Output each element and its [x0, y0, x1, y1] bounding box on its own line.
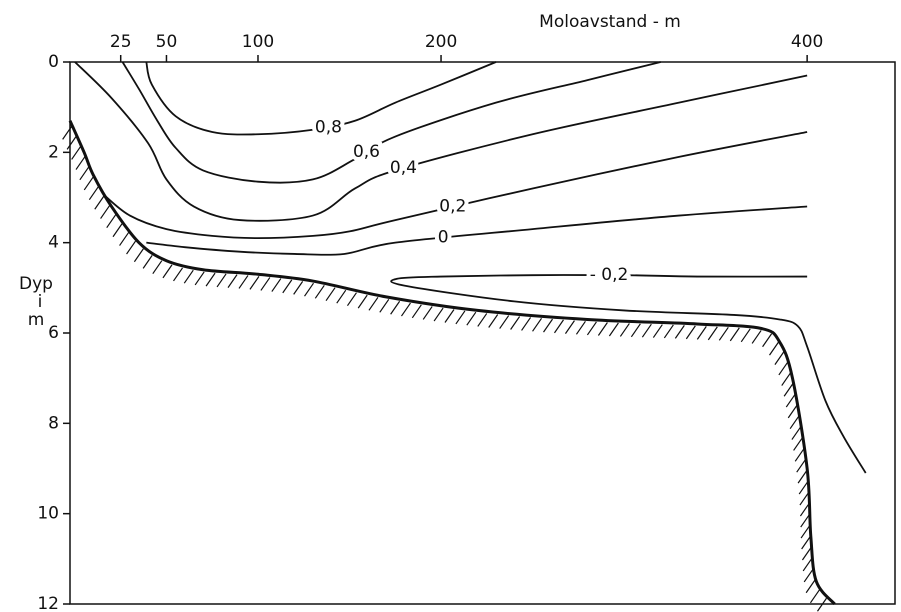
y-axis-label: Dyp — [19, 274, 53, 294]
y-tick-label: 6 — [48, 323, 59, 343]
x-tick-label: 400 — [791, 32, 823, 52]
y-tick-label: 10 — [37, 504, 59, 524]
x-tick-label: 25 — [110, 32, 132, 52]
bed-hatching — [62, 126, 827, 612]
contour-label: 0,2 — [439, 197, 466, 217]
x-tick-label: 100 — [242, 32, 274, 52]
y-tick-label: 2 — [48, 142, 59, 162]
contour-line — [390, 274, 867, 474]
y-tick-label: 12 — [37, 594, 59, 612]
y-tick-label: 8 — [48, 413, 59, 433]
contour-line — [121, 61, 661, 184]
contour-line — [74, 61, 808, 222]
contour-line — [103, 131, 808, 240]
sea-bed — [68, 120, 836, 606]
contour-label: 0,8 — [315, 117, 342, 137]
contour-line — [145, 61, 497, 136]
contour-label: 0 — [438, 227, 449, 247]
y-axis-label: m — [28, 310, 45, 330]
x-tick-label: 200 — [425, 32, 457, 52]
contour-label: 0,6 — [353, 142, 380, 162]
contour-label: 0,4 — [390, 158, 417, 178]
x-axis-label: Moloavstand - m — [539, 12, 681, 32]
y-axis-label: i — [38, 292, 43, 312]
contour-label: - 0,2 — [590, 265, 629, 285]
contour-line — [146, 205, 808, 256]
y-tick-label: 0 — [48, 52, 59, 72]
y-tick-label: 4 — [48, 233, 59, 253]
x-tick-label: 50 — [156, 32, 178, 52]
